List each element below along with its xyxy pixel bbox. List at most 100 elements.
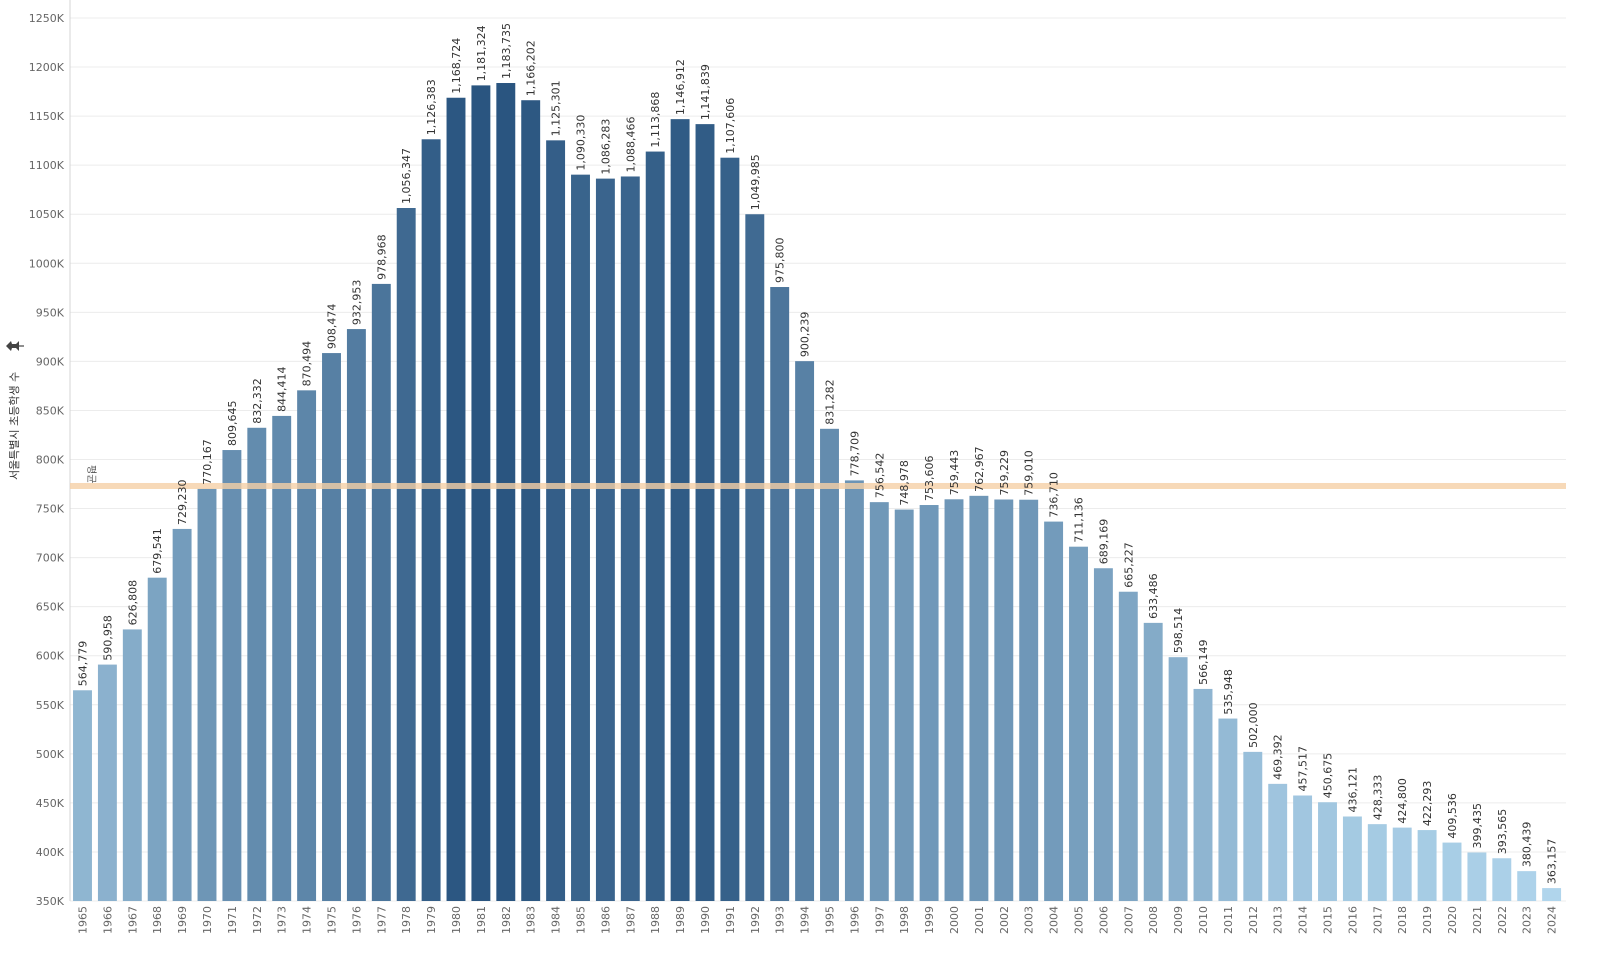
x-tick-label: 2022 bbox=[1496, 906, 1509, 934]
bar-2024[interactable] bbox=[1542, 888, 1562, 901]
data-label: 759,010 bbox=[1023, 450, 1036, 496]
bar-1975[interactable] bbox=[322, 353, 341, 901]
bar-2003[interactable] bbox=[1019, 499, 1039, 901]
data-label: 590,958 bbox=[101, 615, 114, 661]
bar-1969[interactable] bbox=[172, 528, 192, 901]
bar-1994[interactable] bbox=[795, 361, 815, 901]
bar-1990[interactable] bbox=[695, 124, 715, 902]
data-label: 900,239 bbox=[799, 312, 812, 358]
bar-1978[interactable] bbox=[396, 208, 416, 901]
x-tick-label: 1999 bbox=[923, 906, 936, 934]
bar-1991[interactable] bbox=[720, 157, 740, 901]
data-label: 469,392 bbox=[1272, 734, 1285, 780]
bar-1973[interactable] bbox=[272, 415, 292, 901]
bar-1976[interactable] bbox=[346, 329, 366, 901]
bar-1988[interactable] bbox=[645, 151, 665, 901]
bar-1967[interactable] bbox=[122, 629, 142, 901]
bar-2018[interactable] bbox=[1392, 827, 1412, 901]
data-label: 1,168,724 bbox=[450, 38, 463, 94]
bar-2016[interactable] bbox=[1342, 816, 1362, 901]
x-tick-label: 1966 bbox=[101, 906, 114, 934]
bar-2008[interactable] bbox=[1143, 622, 1163, 901]
data-label: 409,536 bbox=[1446, 793, 1459, 839]
bar-1971[interactable] bbox=[222, 450, 242, 901]
x-tick-label: 1989 bbox=[674, 906, 687, 934]
bar-2007[interactable] bbox=[1118, 591, 1138, 901]
x-tick-label: 1977 bbox=[375, 906, 388, 934]
x-tick-label: 2019 bbox=[1421, 906, 1434, 934]
bar-1995[interactable] bbox=[820, 428, 839, 901]
bar-1986[interactable] bbox=[595, 178, 615, 901]
x-tick-label: 2004 bbox=[1048, 906, 1061, 934]
x-tick-label: 1991 bbox=[724, 906, 737, 934]
data-label: 1,141,839 bbox=[699, 64, 712, 120]
bar-1965[interactable] bbox=[73, 690, 92, 901]
bar-1983[interactable] bbox=[521, 100, 541, 902]
bar-1972[interactable] bbox=[247, 427, 267, 901]
bar-1992[interactable] bbox=[745, 214, 765, 902]
bar-1968[interactable] bbox=[147, 577, 167, 901]
bar-2015[interactable] bbox=[1318, 802, 1337, 901]
data-label: 450,675 bbox=[1322, 753, 1335, 799]
bar-2011[interactable] bbox=[1218, 718, 1238, 901]
bar-1989[interactable] bbox=[670, 119, 690, 901]
data-label: 679,541 bbox=[151, 528, 164, 574]
bar-2004[interactable] bbox=[1044, 521, 1064, 901]
data-label: 770,167 bbox=[201, 439, 214, 485]
x-tick-label: 2010 bbox=[1197, 906, 1210, 934]
x-tick-label: 1995 bbox=[824, 906, 837, 934]
y-tick-label: 1250K bbox=[29, 12, 65, 25]
bar-2013[interactable] bbox=[1268, 783, 1288, 901]
y-axis-ticks: 350K 400K 450K 500K 550K 600K 650K 700K 750K 800K… bbox=[29, 12, 65, 908]
bar-2022[interactable] bbox=[1492, 858, 1512, 901]
x-tick-label: 2017 bbox=[1371, 906, 1384, 934]
bar-2009[interactable] bbox=[1168, 657, 1188, 901]
bar-1997[interactable] bbox=[869, 502, 889, 901]
x-tick-label: 1969 bbox=[176, 906, 189, 934]
data-label: 759,229 bbox=[998, 450, 1011, 496]
data-label: 424,800 bbox=[1396, 778, 1409, 824]
bar-1999[interactable] bbox=[919, 505, 939, 901]
bar-1974[interactable] bbox=[297, 390, 317, 901]
bar-1998[interactable] bbox=[894, 509, 914, 901]
bar-1985[interactable] bbox=[571, 174, 590, 901]
x-tick-label: 1998 bbox=[898, 906, 911, 934]
bar-2019[interactable] bbox=[1417, 830, 1437, 901]
x-tick-label: 2003 bbox=[1023, 906, 1036, 934]
data-label: 1,086,283 bbox=[599, 119, 612, 175]
bar-2010[interactable] bbox=[1193, 688, 1213, 901]
bar-2005[interactable] bbox=[1069, 546, 1088, 901]
bar-1996[interactable] bbox=[844, 480, 864, 901]
bar-1981[interactable] bbox=[471, 85, 491, 901]
bar-1979[interactable] bbox=[421, 139, 441, 901]
bar-1980[interactable] bbox=[446, 97, 466, 902]
bar-2014[interactable] bbox=[1293, 795, 1313, 901]
pin-icon[interactable] bbox=[6, 341, 24, 351]
x-tick-label: 1985 bbox=[575, 906, 588, 934]
bar-2012[interactable] bbox=[1243, 751, 1263, 901]
x-tick-label: 1970 bbox=[201, 906, 214, 934]
bar-2006[interactable] bbox=[1093, 568, 1113, 901]
bar-2021[interactable] bbox=[1467, 852, 1487, 902]
bar-1984[interactable] bbox=[546, 140, 566, 902]
y-tick-label: 900K bbox=[36, 355, 65, 368]
x-tick-label: 2024 bbox=[1546, 906, 1559, 934]
bar-2020[interactable] bbox=[1442, 842, 1462, 901]
x-tick-label: 1994 bbox=[799, 906, 812, 934]
bar-2001[interactable] bbox=[969, 495, 989, 901]
bar-1982[interactable] bbox=[496, 83, 516, 901]
x-tick-label: 2018 bbox=[1396, 906, 1409, 934]
bar-2023[interactable] bbox=[1517, 871, 1537, 901]
data-labels: 564,779 590,958 626,808 679,541 729,230 770,1… bbox=[77, 23, 1559, 884]
bar-1993[interactable] bbox=[770, 287, 790, 901]
bar-1966[interactable] bbox=[97, 664, 117, 901]
data-label: 809,645 bbox=[226, 401, 239, 447]
bar-1970[interactable] bbox=[197, 488, 217, 901]
bar-2017[interactable] bbox=[1367, 824, 1387, 901]
data-label: 1,088,466 bbox=[624, 116, 637, 172]
bar-2002[interactable] bbox=[994, 499, 1014, 902]
bar-1977[interactable] bbox=[371, 283, 391, 901]
bar-1987[interactable] bbox=[620, 176, 640, 902]
bar-2000[interactable] bbox=[944, 499, 964, 901]
reference-line[interactable] bbox=[70, 482, 1566, 489]
